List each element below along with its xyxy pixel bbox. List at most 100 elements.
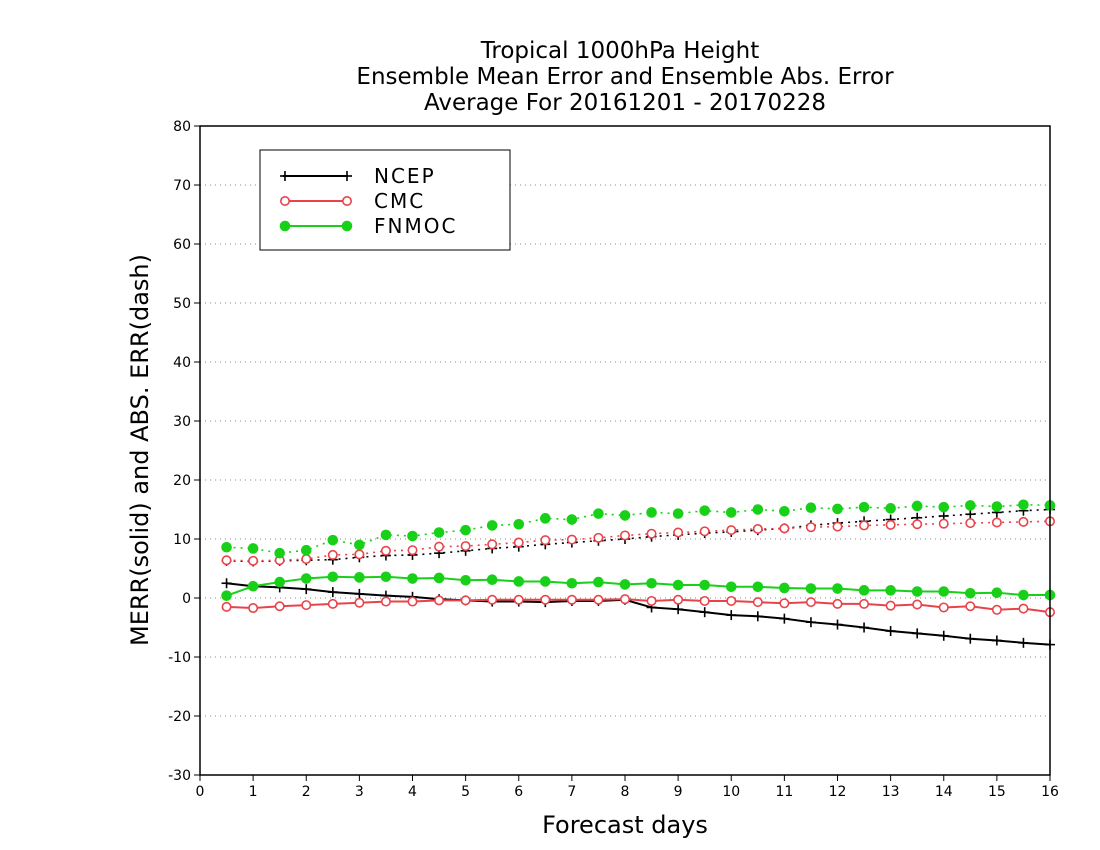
series-cmc-merr-point xyxy=(434,595,445,606)
series-ncep-merr-point xyxy=(301,584,312,595)
series-cmc-merr-point xyxy=(965,601,976,612)
series-fnmoc-merr-point xyxy=(752,581,764,593)
series-ncep-merr-point xyxy=(938,630,949,641)
series-cmc-abs-err-point xyxy=(593,532,604,543)
series-fnmoc-merr-point xyxy=(725,581,737,593)
series-fnmoc-abs-err-point xyxy=(433,527,445,538)
series-fnmoc-merr-point xyxy=(699,579,710,591)
series-cmc-merr-point xyxy=(805,597,816,608)
series-fnmoc-abs-err-point xyxy=(938,501,950,513)
series-fnmoc-merr-point xyxy=(566,577,578,589)
series-fnmoc-merr-point xyxy=(300,573,312,584)
y-tick-label: 30 xyxy=(173,414,191,430)
series-cmc-abs-err-point xyxy=(566,534,577,545)
series-fnmoc-merr-point xyxy=(832,583,843,594)
series-cmc-merr-point xyxy=(726,595,737,606)
series-cmc-merr-point xyxy=(593,594,604,605)
series-cmc-abs-err-point xyxy=(965,518,976,529)
series-cmc-abs-err-point xyxy=(619,530,630,541)
series-cmc-merr-point xyxy=(540,594,551,605)
series-fnmoc-abs-err-point xyxy=(779,505,790,517)
series-fnmoc-merr-point xyxy=(911,586,923,597)
series-cmc-abs-err-point xyxy=(938,518,949,529)
legend-marker-cmc xyxy=(341,196,352,207)
series-cmc-abs-err-point xyxy=(434,541,445,552)
series-cmc-merr-point xyxy=(619,594,630,605)
series-cmc-abs-err-point xyxy=(301,554,312,565)
series-ncep-merr-point xyxy=(752,611,763,622)
y-tick-label: 0 xyxy=(182,591,191,607)
series-cmc-merr-point xyxy=(699,595,710,606)
series-cmc-abs-err-point xyxy=(699,526,710,537)
series-fnmoc-abs-err-point xyxy=(752,504,764,515)
series-cmc-abs-err-point xyxy=(407,545,418,556)
series-fnmoc-merr-point xyxy=(646,577,657,589)
series-cmc-merr-point xyxy=(1018,603,1029,614)
series-cmc-merr-point xyxy=(566,594,577,605)
y-tick-label: 70 xyxy=(173,178,191,194)
series-fnmoc-abs-err-point xyxy=(566,514,578,525)
series-cmc-abs-err-line xyxy=(226,520,1051,562)
plot-frame xyxy=(199,125,1051,776)
series-cmc-merr-point xyxy=(752,597,763,608)
series-fnmoc-merr-point xyxy=(858,585,870,596)
series-ncep-abs-err-point xyxy=(965,509,976,520)
series-cmc-abs-err-point xyxy=(752,523,763,534)
series-cmc-merr-point xyxy=(354,597,365,608)
x-tick-label: 3 xyxy=(355,784,364,800)
series-fnmoc-merr-point xyxy=(327,571,339,583)
series-fnmoc-merr-point xyxy=(247,580,259,592)
series-cmc-abs-err-point xyxy=(673,527,684,538)
series-fnmoc-merr-point xyxy=(672,579,684,591)
x-tick-label: 2 xyxy=(302,784,311,800)
series-fnmoc-merr-point xyxy=(274,576,285,588)
series-fnmoc-abs-err-point xyxy=(885,503,896,514)
legend-marker-fnmoc xyxy=(341,220,353,232)
series-fnmoc-abs-err-point xyxy=(725,507,737,518)
series-cmc-merr-point xyxy=(912,599,923,610)
series-fnmoc-abs-err-point xyxy=(965,500,976,511)
series-cmc-abs-err-point xyxy=(380,545,391,556)
series-cmc-abs-err-point xyxy=(991,517,1002,528)
legend-marker-fnmoc xyxy=(279,220,291,232)
series-cmc-abs-err-point xyxy=(779,523,790,534)
series-cmc-abs-err-point xyxy=(248,555,259,566)
x-tick-label: 14 xyxy=(935,784,953,800)
series-fnmoc-merr-point xyxy=(965,587,976,599)
x-tick-label: 9 xyxy=(674,784,683,800)
series-fnmoc-abs-err-point xyxy=(699,505,710,516)
series-fnmoc-merr-point xyxy=(540,576,551,587)
series-cmc-merr-point xyxy=(221,601,232,612)
x-tick-label: 10 xyxy=(722,784,740,800)
y-tick-label: -30 xyxy=(168,768,191,784)
series-cmc-merr-point xyxy=(938,602,949,613)
series-cmc-abs-err-point xyxy=(540,535,551,546)
series-cmc-merr-point xyxy=(991,604,1002,615)
series-fnmoc-abs-err-point xyxy=(247,543,259,554)
series-cmc-abs-err-point xyxy=(221,555,232,566)
x-axis-label: Forecast days xyxy=(542,811,708,839)
series-fnmoc-merr-point xyxy=(593,576,604,588)
series-fnmoc-abs-err-point xyxy=(354,539,365,551)
series-cmc-merr-point xyxy=(513,594,524,605)
series-fnmoc-abs-err-point xyxy=(1018,499,1029,511)
y-tick-label: 10 xyxy=(173,532,191,548)
series-ncep-merr-point xyxy=(805,617,816,628)
series-cmc-merr-point xyxy=(487,594,498,605)
series-fnmoc-merr-point xyxy=(407,573,418,584)
legend-marker-ncep xyxy=(342,171,352,181)
series-fnmoc-abs-err-point xyxy=(486,520,498,531)
series-fnmoc xyxy=(221,499,1056,601)
series-cmc-merr-point xyxy=(646,595,657,606)
series-ncep-merr-point xyxy=(912,628,923,639)
series-fnmoc-abs-err-point xyxy=(991,501,1003,512)
series-ncep-abs-err-line xyxy=(226,508,1051,563)
series-fnmoc-abs-err-point xyxy=(221,541,232,553)
x-tick-label: 7 xyxy=(567,784,576,800)
series-cmc-merr-point xyxy=(248,603,259,614)
legend-marker-cmc xyxy=(279,196,290,207)
y-tick-label: -10 xyxy=(168,650,191,666)
series-fnmoc-abs-err-line xyxy=(226,503,1051,554)
series-fnmoc-merr-point xyxy=(991,587,1003,598)
